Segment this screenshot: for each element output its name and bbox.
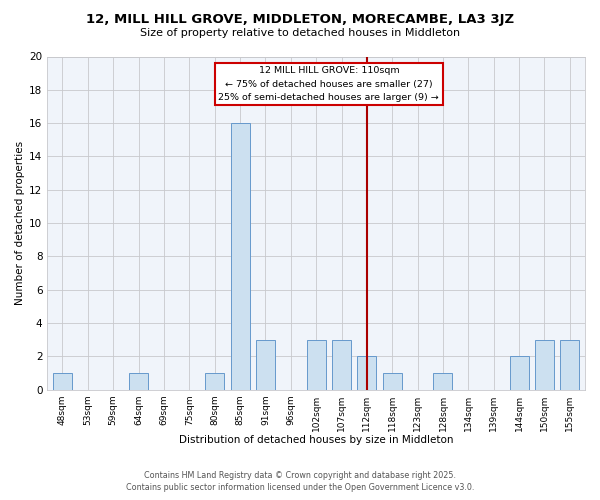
X-axis label: Distribution of detached houses by size in Middleton: Distribution of detached houses by size … bbox=[179, 435, 454, 445]
Bar bbox=[129, 373, 148, 390]
Bar bbox=[358, 356, 376, 390]
Text: Contains HM Land Registry data © Crown copyright and database right 2025.
Contai: Contains HM Land Registry data © Crown c… bbox=[126, 471, 474, 492]
Text: Size of property relative to detached houses in Middleton: Size of property relative to detached ho… bbox=[140, 28, 460, 38]
Y-axis label: Number of detached properties: Number of detached properties bbox=[15, 141, 25, 305]
Text: 12 MILL HILL GROVE: 110sqm
← 75% of detached houses are smaller (27)
25% of semi: 12 MILL HILL GROVE: 110sqm ← 75% of deta… bbox=[218, 66, 439, 102]
Bar bbox=[383, 373, 402, 390]
Bar bbox=[205, 373, 224, 390]
Bar bbox=[433, 373, 452, 390]
Bar bbox=[535, 340, 554, 390]
Bar bbox=[256, 340, 275, 390]
Bar bbox=[332, 340, 351, 390]
Bar bbox=[509, 356, 529, 390]
Bar bbox=[560, 340, 579, 390]
Bar bbox=[53, 373, 72, 390]
Text: 12, MILL HILL GROVE, MIDDLETON, MORECAMBE, LA3 3JZ: 12, MILL HILL GROVE, MIDDLETON, MORECAMB… bbox=[86, 12, 514, 26]
Bar bbox=[307, 340, 326, 390]
Bar bbox=[230, 123, 250, 390]
